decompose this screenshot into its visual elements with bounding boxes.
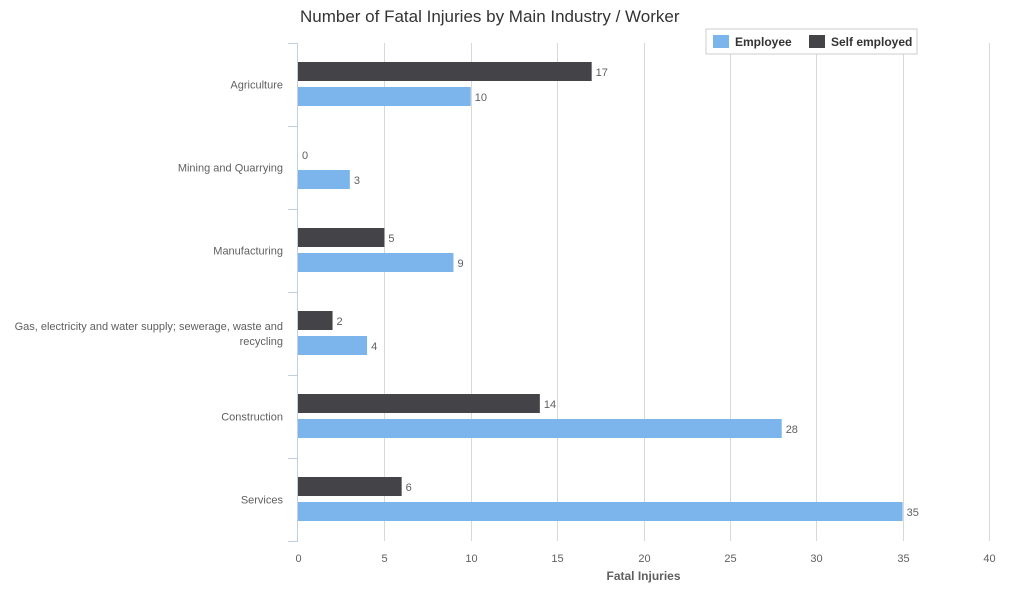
data-label-employee: 9 — [457, 258, 463, 270]
bar-self-employed[interactable] — [298, 394, 540, 413]
bar-employee[interactable] — [298, 336, 368, 355]
data-label-self-employed: 2 — [337, 316, 343, 328]
x-tick-label: 40 — [983, 553, 995, 565]
legend: Employee Self employed — [705, 28, 918, 55]
legend-swatch-self-employed — [809, 35, 825, 48]
data-labels: 17 0 5 2 14 6 10 3 9 4 28 35 — [302, 67, 919, 519]
data-label-employee: 4 — [371, 341, 377, 353]
category-label: Manufacturing — [213, 246, 283, 258]
category-label: recycling — [240, 336, 283, 348]
bars — [298, 62, 903, 521]
legend-swatch-employee — [713, 35, 729, 48]
x-tick-label: 10 — [465, 553, 477, 565]
category-label: Agriculture — [230, 80, 283, 92]
data-label-self-employed: 17 — [596, 67, 608, 79]
category-label: Mining and Quarrying — [178, 163, 283, 175]
bar-employee[interactable] — [298, 419, 782, 438]
x-tick-label: 15 — [551, 553, 563, 565]
data-label-self-employed: 6 — [406, 482, 412, 494]
legend-item-self-employed[interactable]: Self employed — [809, 35, 912, 49]
data-label-self-employed: 5 — [388, 233, 394, 245]
bar-employee[interactable] — [298, 253, 454, 272]
data-label-employee: 28 — [786, 424, 798, 436]
data-label-employee: 10 — [475, 92, 487, 104]
x-axis-title: Fatal Injuries — [606, 569, 680, 583]
x-tick-label: 5 — [381, 553, 387, 565]
data-label-employee: 3 — [354, 175, 360, 187]
data-label-self-employed: 0 — [302, 150, 308, 162]
chart-title: Number of Fatal Injuries by Main Industr… — [300, 7, 680, 26]
x-tick-label: 20 — [638, 553, 650, 565]
x-tick-label: 35 — [897, 553, 909, 565]
x-tick-label: 0 — [295, 553, 301, 565]
data-label-employee: 35 — [907, 507, 919, 519]
legend-label-self-employed: Self employed — [831, 35, 912, 49]
bar-employee[interactable] — [298, 87, 471, 106]
gridlines — [384, 43, 990, 541]
bar-employee[interactable] — [298, 170, 350, 189]
bar-self-employed[interactable] — [298, 477, 402, 496]
bar-self-employed[interactable] — [298, 311, 333, 330]
category-label: Gas, electricity and water supply; sewer… — [15, 321, 283, 333]
bar-self-employed[interactable] — [298, 228, 385, 247]
x-tick-label: 25 — [724, 553, 736, 565]
legend-item-employee[interactable]: Employee — [713, 35, 792, 49]
bar-employee[interactable] — [298, 502, 903, 521]
x-tick-label: 30 — [810, 553, 822, 565]
data-label-self-employed: 14 — [544, 399, 556, 411]
category-label: Construction — [221, 412, 283, 424]
bar-self-employed[interactable] — [298, 62, 592, 81]
category-label: Services — [241, 495, 284, 507]
legend-label-employee: Employee — [735, 35, 792, 49]
